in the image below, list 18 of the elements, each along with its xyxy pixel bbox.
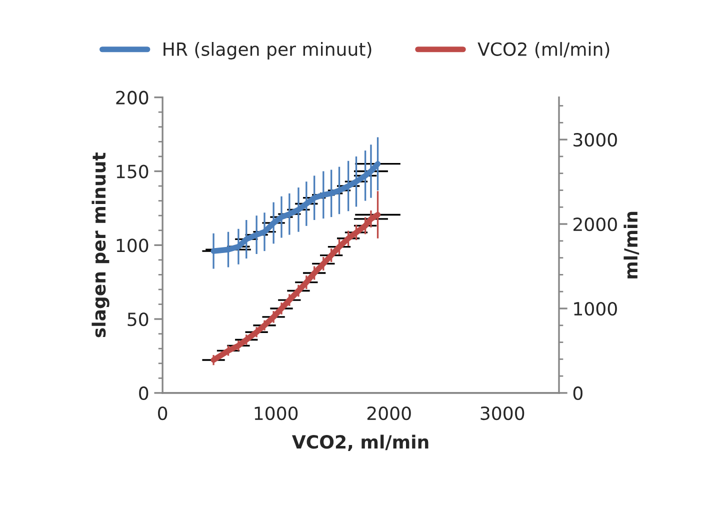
legend-label: HR (slagen per minuut) [164,42,372,60]
x-tick-label: 2000 [367,406,411,420]
y-tick-label: 50 [128,312,148,326]
x-tick-label: 3000 [480,406,524,420]
y-axis-title: slagen per minuut [92,152,110,338]
y2-tick-label: 0 [573,386,582,400]
legend-label: VCO2 (ml/min) [478,42,610,58]
y2-tick-label: 2000 [574,217,617,232]
x-tick-label: 1000 [254,406,298,420]
y-tick-label: 100 [116,238,148,252]
y2-tick-label: 3000 [574,133,617,147]
y-tick-label: 0 [139,386,148,400]
y2-axis-title: ml/min [624,212,640,278]
y-tick-label: 200 [116,90,148,104]
y-tick-label: 150 [116,164,148,178]
x-axis-title: VCO2, ml/min [292,434,428,452]
y2-tick-label: 1000 [574,302,617,316]
x-tick-label: 0 [158,406,168,420]
